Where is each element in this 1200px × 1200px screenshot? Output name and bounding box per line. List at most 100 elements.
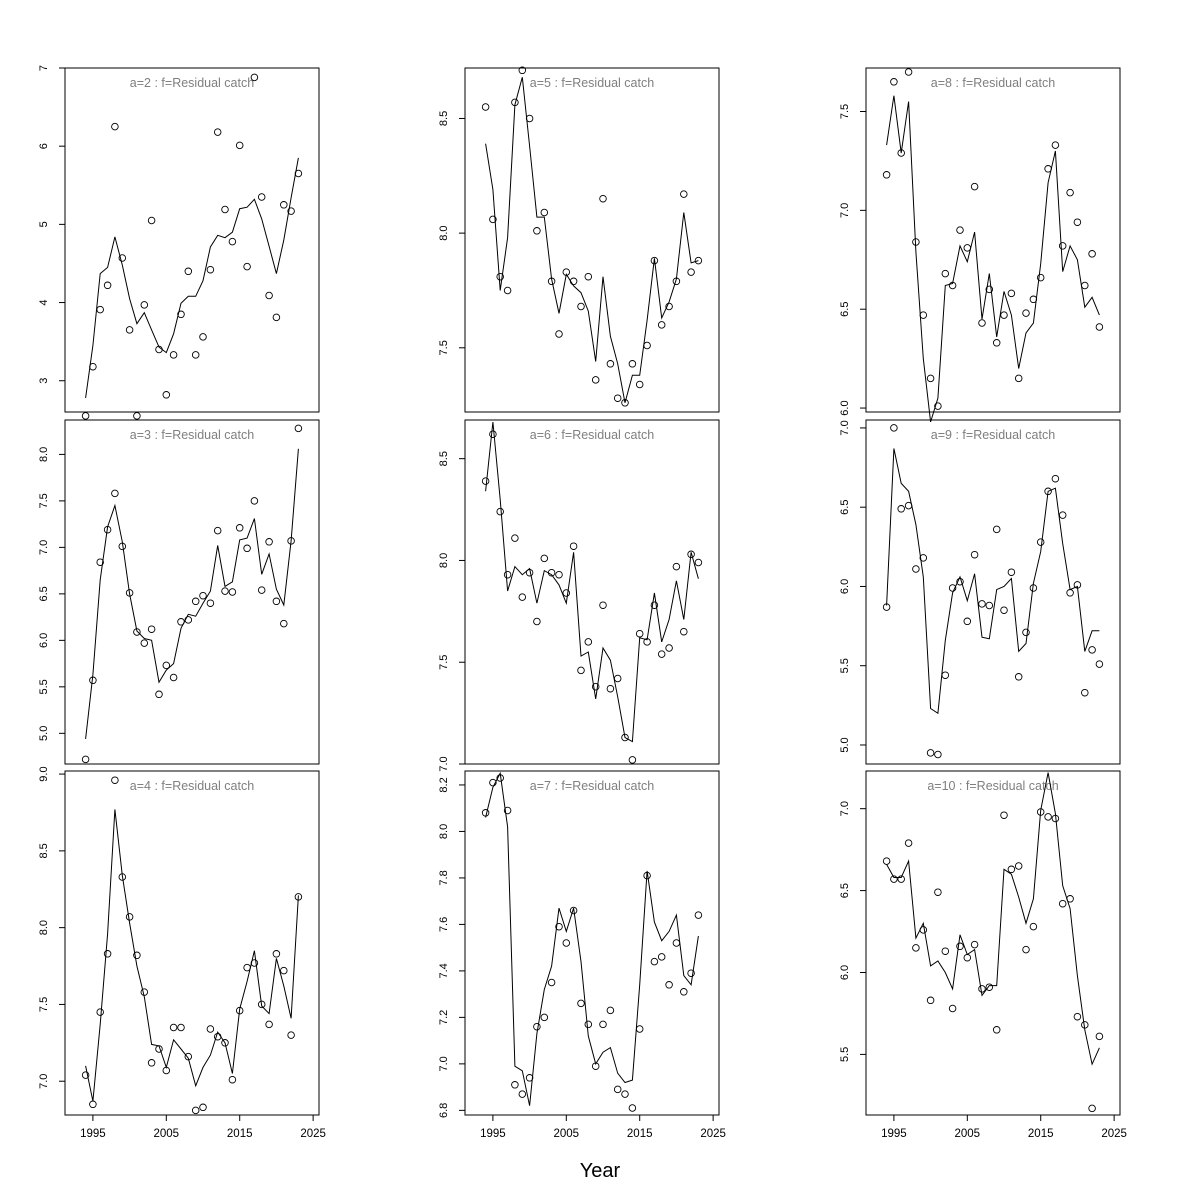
data-point <box>147 1059 156 1067</box>
data-point <box>1073 218 1082 226</box>
x-tick-label: 1995 <box>80 1128 106 1140</box>
data-point <box>228 1075 237 1084</box>
y-tick-label: 5.5 <box>839 658 851 673</box>
data-point <box>257 586 266 594</box>
panel-title: a=8 : f=Residual catch <box>931 76 1055 90</box>
data-point <box>591 376 600 384</box>
y-tick-label: 8.5 <box>438 111 450 126</box>
fitted-line <box>485 77 699 403</box>
data-point <box>1029 922 1038 931</box>
data-point <box>250 73 259 82</box>
data-point <box>294 424 303 433</box>
data-point <box>243 544 251 553</box>
data-point <box>111 776 119 784</box>
data-point <box>941 269 950 278</box>
data-point <box>191 1106 200 1115</box>
data-point <box>169 1023 178 1032</box>
data-point <box>228 588 237 596</box>
data-point <box>221 1039 229 1047</box>
y-tick-label: 7.0 <box>839 801 851 816</box>
data-point <box>680 988 688 996</box>
data-point <box>926 374 935 383</box>
data-point <box>96 305 104 314</box>
data-point <box>481 809 490 817</box>
data-point <box>265 538 273 546</box>
data-point <box>199 1103 207 1112</box>
data-point <box>926 749 935 757</box>
data-point <box>280 201 288 209</box>
data-point <box>199 333 207 341</box>
data-point <box>199 591 207 600</box>
y-tick-label: 7.0 <box>839 203 851 218</box>
data-point <box>948 584 957 592</box>
panel-title: a=9 : f=Residual catch <box>931 428 1055 442</box>
data-point <box>184 616 193 624</box>
data-point <box>992 525 1001 534</box>
data-point <box>635 380 644 389</box>
data-point <box>650 256 659 265</box>
data-point <box>621 733 629 742</box>
data-point <box>577 666 585 675</box>
y-tick-label: 7.4 <box>438 963 450 978</box>
data-point <box>584 638 593 646</box>
data-point <box>1088 250 1096 258</box>
plot-frame <box>865 67 1121 413</box>
data-point <box>1044 813 1052 821</box>
x-tick-label: 1995 <box>480 1128 506 1140</box>
data-point <box>147 216 156 225</box>
data-point <box>635 629 644 638</box>
data-point <box>963 617 972 626</box>
x-tick-label: 2005 <box>554 1128 580 1140</box>
data-point <box>1058 899 1067 908</box>
data-point <box>81 412 90 420</box>
y-tick-label: 5.0 <box>38 726 50 741</box>
y-tick-label: 7.2 <box>438 1010 450 1025</box>
data-point <box>280 619 288 628</box>
data-point <box>963 953 972 962</box>
y-tick-label: 9.0 <box>38 766 50 781</box>
fitted-line <box>85 157 299 398</box>
data-point <box>687 268 695 276</box>
y-tick-label: 6.5 <box>839 883 851 898</box>
data-point <box>621 399 629 407</box>
data-point <box>540 208 549 217</box>
data-point <box>547 978 556 987</box>
data-point <box>206 265 215 274</box>
data-point <box>1000 311 1008 319</box>
data-point <box>555 922 563 931</box>
y-tick-label: 7.5 <box>438 655 450 670</box>
data-point <box>133 951 141 960</box>
data-point <box>489 778 497 787</box>
data-point <box>970 940 979 949</box>
data-point <box>280 966 288 975</box>
data-point <box>191 597 200 606</box>
data-point <box>956 226 964 234</box>
data-point <box>606 684 615 693</box>
data-point <box>599 194 607 203</box>
data-point <box>1081 281 1089 290</box>
data-point <box>912 565 920 573</box>
data-point <box>496 507 504 516</box>
panel-title: a=2 : f=Residual catch <box>130 76 254 90</box>
data-point <box>272 950 281 958</box>
data-point <box>694 911 703 919</box>
panel-1: a=2 : f=Residual catch 3 4 5 6 7 <box>38 65 320 420</box>
data-point <box>569 277 578 286</box>
y-tick-label: 5 <box>38 221 50 227</box>
data-point <box>221 205 229 214</box>
data-point <box>941 671 950 679</box>
data-point <box>992 1026 1001 1034</box>
data-point <box>1014 862 1023 870</box>
data-point <box>103 281 112 290</box>
data-point <box>1051 141 1060 149</box>
panel-2: a=5 : f=Residual catch 7.5 8.0 8.5 <box>438 66 720 413</box>
fitted-line <box>886 95 1100 423</box>
data-point <box>257 1000 266 1009</box>
data-point <box>118 254 127 262</box>
y-tick-label: 6.0 <box>839 579 851 594</box>
data-point <box>680 190 688 198</box>
data-point <box>665 302 673 311</box>
data-point <box>694 558 703 567</box>
data-point <box>934 888 942 896</box>
